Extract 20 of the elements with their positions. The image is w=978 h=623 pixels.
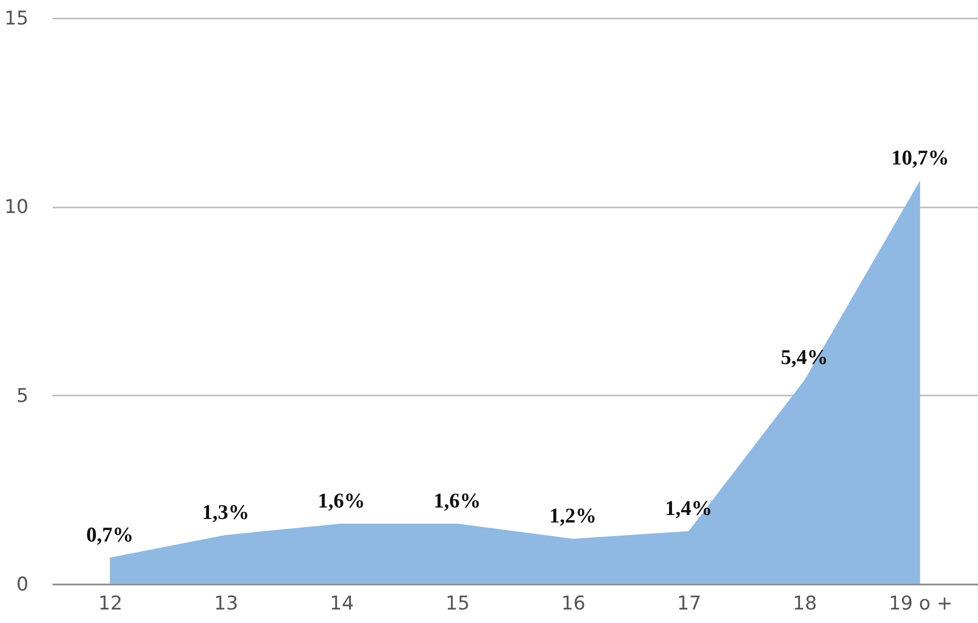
data-label: 0,7%: [86, 522, 134, 547]
data-label: 1,6%: [318, 488, 365, 513]
y-tick-label: 5: [16, 384, 28, 407]
data-label: 1,3%: [202, 500, 250, 524]
data-label: 5,4%: [780, 345, 828, 370]
x-tick-label: 15: [446, 592, 470, 614]
data-label: 1,4%: [665, 496, 712, 520]
x-tick-label: 12: [98, 592, 122, 614]
x-tick-label: 18: [792, 592, 817, 614]
x-tick-label: 17: [677, 592, 702, 614]
y-tick-label: 0: [16, 574, 28, 596]
data-label: 1,6%: [434, 488, 481, 513]
data-label: 10,7%: [891, 145, 949, 170]
y-tick-label: 10: [4, 196, 28, 218]
x-tick-label: 16: [561, 592, 586, 614]
data-label: 1,2%: [549, 504, 596, 528]
x-tick-label: 14: [330, 592, 354, 614]
x-tick-label: 19 o +: [888, 592, 953, 614]
y-tick-label: 15: [4, 8, 28, 30]
x-tick-label: 13: [214, 592, 238, 614]
